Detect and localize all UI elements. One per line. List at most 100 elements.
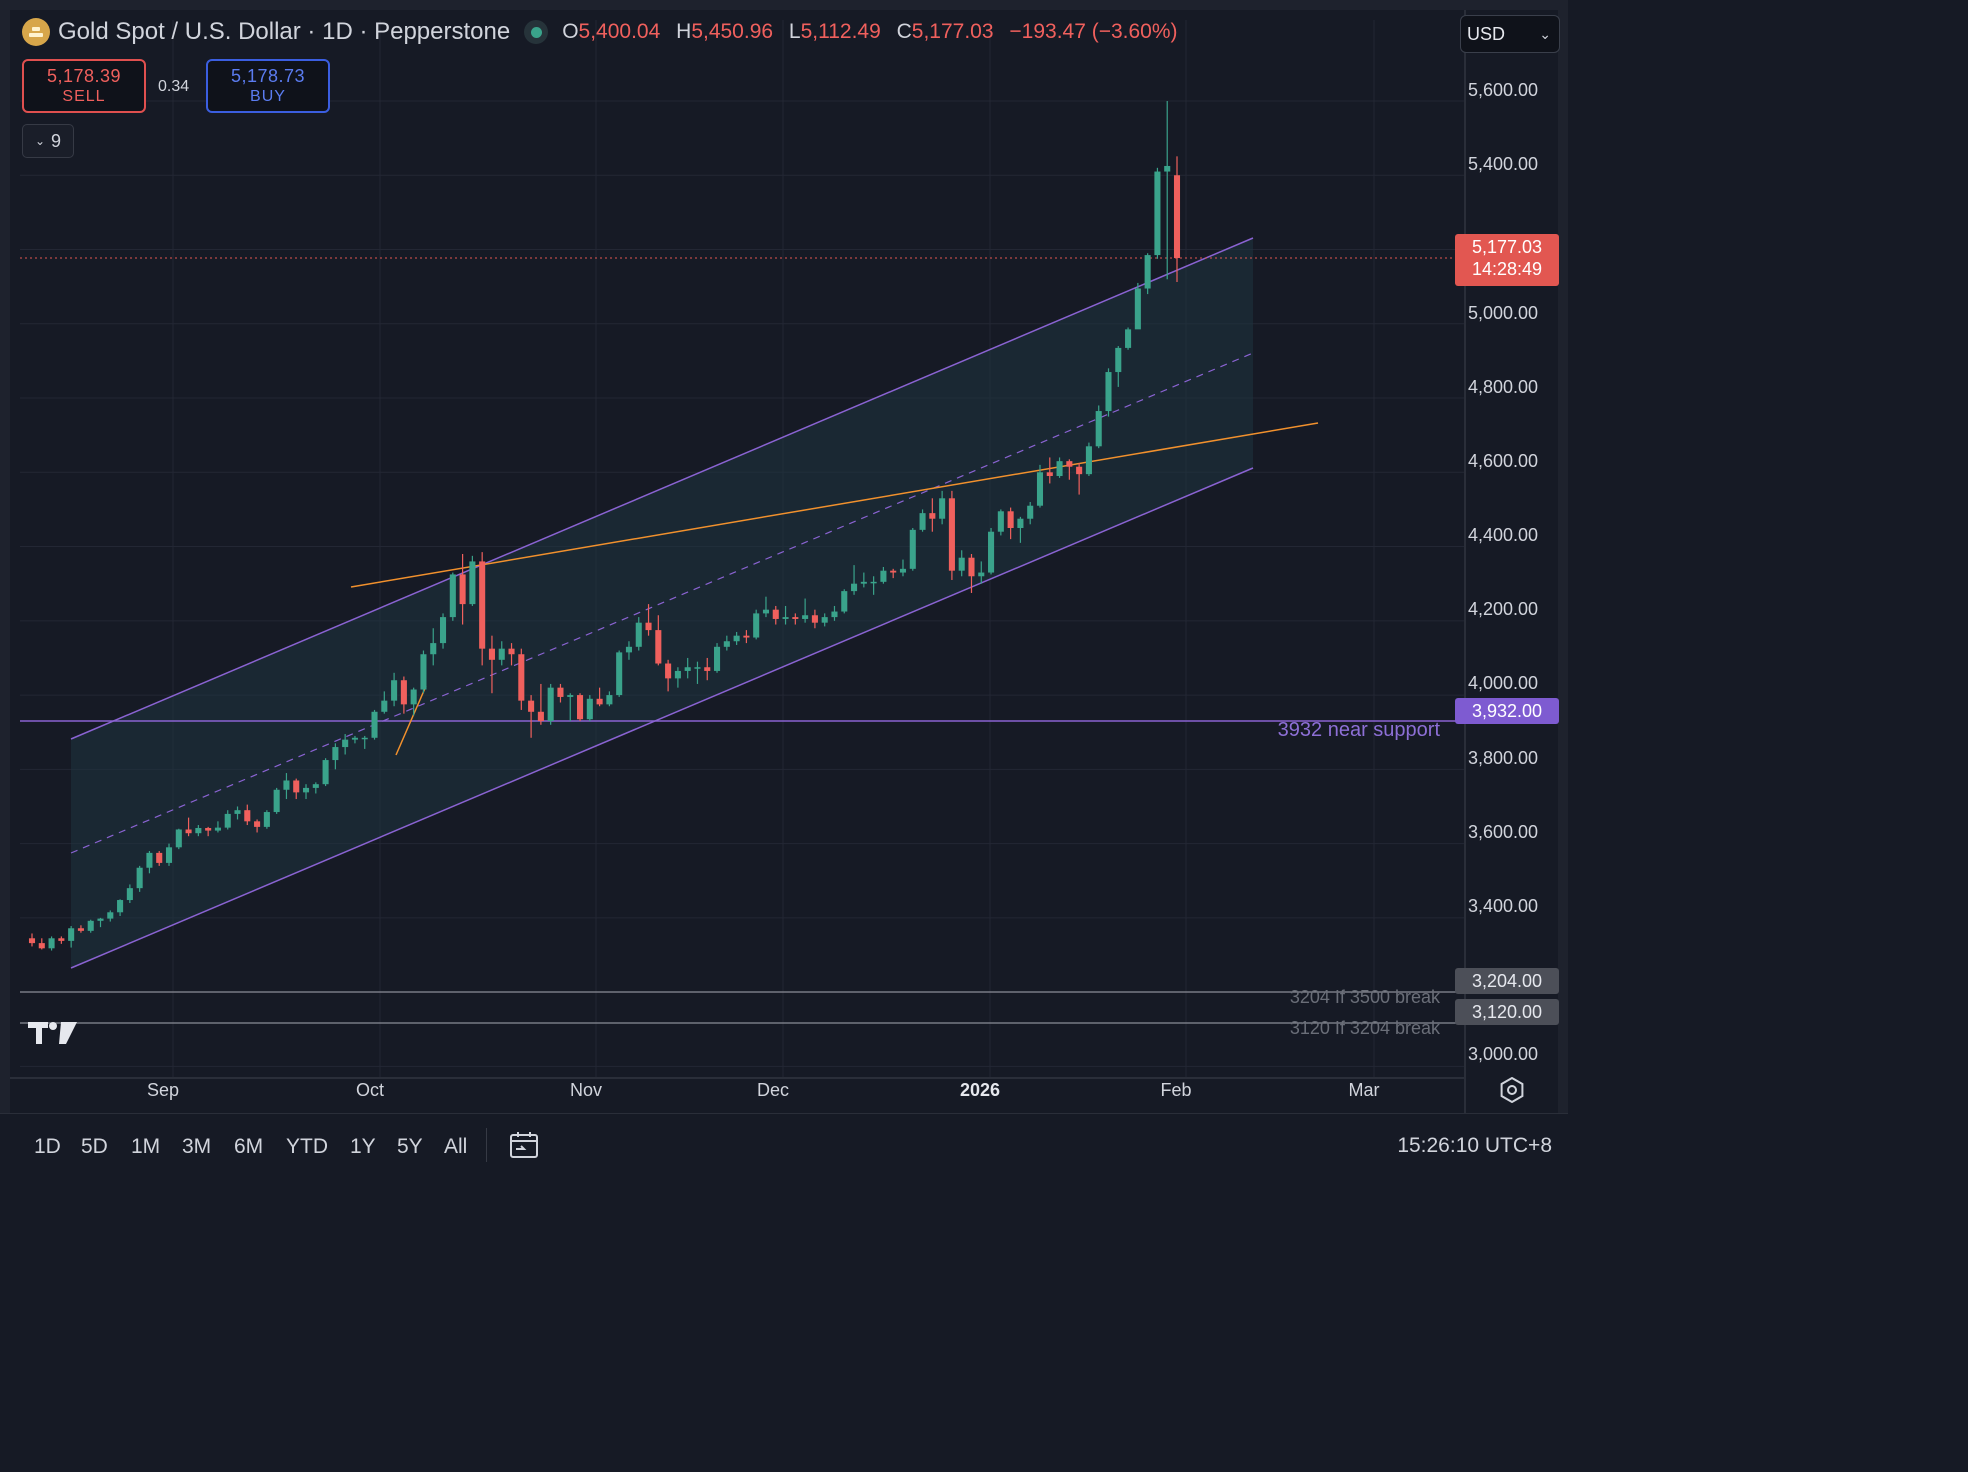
candle-body[interactable] — [312, 784, 319, 788]
candle-body[interactable] — [234, 810, 241, 814]
candle-body[interactable] — [1007, 511, 1014, 528]
candle-body[interactable] — [929, 513, 936, 519]
candle-body[interactable] — [1046, 472, 1053, 477]
orange-trendline[interactable] — [350, 422, 1319, 588]
candle-body[interactable] — [1144, 255, 1151, 289]
candle-body[interactable] — [723, 641, 730, 647]
candle-body[interactable] — [459, 574, 466, 605]
candle-body[interactable] — [371, 711, 378, 738]
candle-body[interactable] — [792, 617, 799, 619]
candle-body[interactable] — [762, 609, 770, 614]
candle-body[interactable] — [1154, 171, 1161, 256]
candle-body[interactable] — [1115, 347, 1122, 373]
candle-body[interactable] — [1095, 411, 1102, 447]
market-status-icon[interactable] — [524, 20, 549, 44]
last-price-tag[interactable]: 5,177.03 14:28:49 — [1455, 234, 1559, 286]
range-button-3m[interactable]: 3M — [182, 1135, 212, 1158]
candle-body[interactable] — [205, 828, 212, 831]
candle-body[interactable] — [488, 648, 495, 660]
candle-body[interactable] — [38, 943, 45, 949]
candle-body[interactable] — [851, 583, 858, 592]
candle-body[interactable] — [165, 847, 173, 863]
candle-body[interactable] — [1076, 466, 1083, 475]
candle-body[interactable] — [1027, 505, 1034, 519]
range-button-all[interactable]: All — [444, 1135, 468, 1158]
candle-body[interactable] — [58, 938, 65, 941]
candle-body[interactable] — [537, 711, 544, 722]
candle-body[interactable] — [988, 531, 995, 573]
candle-body[interactable] — [479, 561, 486, 649]
candle-series[interactable] — [28, 101, 1181, 951]
candle-body[interactable] — [97, 918, 104, 921]
candle-body[interactable] — [821, 617, 828, 623]
candle-body[interactable] — [547, 687, 554, 722]
candle-body[interactable] — [381, 700, 388, 712]
candle-body[interactable] — [939, 498, 946, 519]
candle-body[interactable] — [391, 680, 398, 701]
range-button-5y[interactable]: 5Y — [397, 1135, 423, 1158]
candle-body[interactable] — [126, 888, 133, 901]
candle-body[interactable] — [156, 852, 163, 863]
candle-body[interactable] — [714, 646, 721, 671]
candle-body[interactable] — [753, 613, 760, 638]
sell-button[interactable]: 5,178.39 SELL — [22, 59, 146, 113]
candle-body[interactable] — [410, 689, 417, 705]
orange-trend-segment[interactable] — [395, 685, 427, 756]
candle-body[interactable] — [302, 787, 310, 793]
candle-body[interactable] — [322, 760, 329, 785]
candle-body[interactable] — [655, 630, 662, 664]
candle-body[interactable] — [254, 821, 261, 827]
candle-body[interactable] — [625, 646, 632, 653]
candle-body[interactable] — [175, 829, 182, 848]
channel-upper-line[interactable] — [70, 237, 1254, 740]
candle-body[interactable] — [528, 700, 535, 712]
candle-body[interactable] — [1105, 372, 1112, 412]
range-button-1d[interactable]: 1D — [34, 1135, 61, 1158]
candle-body[interactable] — [997, 511, 1004, 532]
tradingview-logo[interactable] — [28, 1020, 78, 1046]
candle-body[interactable] — [596, 698, 603, 705]
support-price-tag[interactable]: 3,932.00 — [1455, 698, 1559, 724]
indicators-toggle-button[interactable]: ⌄ 9 — [22, 124, 74, 158]
candle-body[interactable] — [684, 667, 691, 671]
candle-body[interactable] — [968, 557, 975, 577]
level-price-tag[interactable]: 3,204.00 — [1455, 968, 1559, 994]
candle-body[interactable] — [342, 739, 349, 748]
candle-body[interactable] — [48, 938, 55, 949]
candle-body[interactable] — [704, 667, 711, 671]
candle-body[interactable] — [263, 812, 270, 827]
candle-body[interactable] — [214, 827, 221, 831]
candle-body[interactable] — [831, 611, 838, 618]
level-annotation[interactable]: 3204 If 3500 break — [1289, 987, 1440, 1007]
range-button-5d[interactable]: 5D — [81, 1135, 108, 1158]
candle-body[interactable] — [1164, 165, 1171, 172]
candle-body[interactable] — [733, 635, 740, 642]
candle-body[interactable] — [909, 529, 916, 569]
candle-body[interactable] — [958, 557, 965, 571]
candle-body[interactable] — [293, 780, 300, 793]
candle-body[interactable] — [948, 498, 955, 571]
candle-body[interactable] — [195, 828, 202, 834]
candle-body[interactable] — [361, 737, 368, 740]
range-button-1m[interactable]: 1M — [131, 1135, 161, 1158]
candle-body[interactable] — [430, 643, 437, 655]
candle-body[interactable] — [146, 852, 153, 868]
candle-body[interactable] — [107, 912, 114, 919]
level-price-tag[interactable]: 3,120.00 — [1455, 999, 1559, 1025]
candle-body[interactable] — [469, 561, 476, 605]
candle-body[interactable] — [870, 581, 877, 584]
candle-body[interactable] — [283, 780, 290, 790]
candle-body[interactable] — [567, 695, 574, 697]
candle-body[interactable] — [449, 574, 456, 618]
candle-body[interactable] — [273, 789, 280, 813]
candle-body[interactable] — [841, 591, 848, 612]
candle-body[interactable] — [645, 622, 652, 631]
candle-body[interactable] — [508, 648, 515, 655]
candle-body[interactable] — [77, 928, 84, 931]
candle-body[interactable] — [860, 581, 867, 584]
candle-body[interactable] — [518, 654, 525, 701]
currency-select[interactable]: USD ⌄ — [1460, 15, 1560, 53]
channel-mid-line[interactable] — [70, 352, 1254, 854]
candle-body[interactable] — [890, 570, 897, 573]
candle-body[interactable] — [1017, 518, 1024, 528]
